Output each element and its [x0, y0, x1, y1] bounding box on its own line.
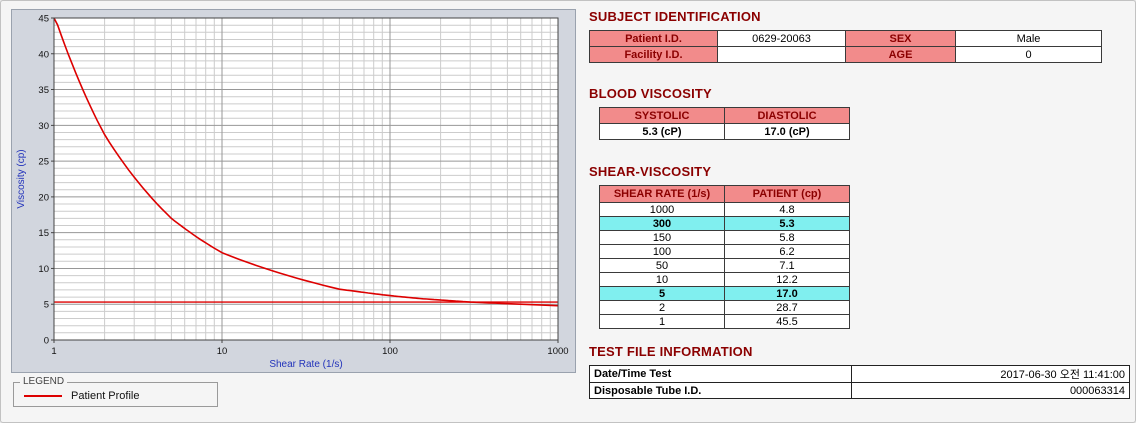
shear-rate-cell: 1000 — [599, 202, 725, 217]
shear-rate-cell: 150 — [599, 230, 725, 245]
x-tick-label: 1 — [51, 346, 56, 357]
shear-rate-cell: 10 — [599, 272, 725, 287]
patient-id-value: 0629-20063 — [717, 30, 846, 47]
patient-profile-curve — [53, 17, 559, 307]
legend-box: LEGEND Patient Profile — [13, 376, 218, 409]
y-tick-label: 35 — [38, 85, 49, 96]
plot-frame — [53, 17, 559, 341]
patient-cp-cell: 5.8 — [724, 230, 850, 245]
facility-id-value — [717, 46, 846, 63]
shear-rate-cell: 100 — [599, 244, 725, 259]
y-tick-label: 20 — [38, 192, 49, 203]
patient-cp-cell: 6.2 — [724, 244, 850, 259]
shear-viscosity-title: SHEAR-VISCOSITY — [589, 164, 712, 179]
patient-cp-cell: 5.3 — [724, 216, 850, 231]
date-time-test-label: Date/Time Test — [589, 365, 852, 383]
y-tick-label: 0 — [44, 336, 49, 347]
facility-id-label: Facility I.D. — [589, 46, 718, 63]
subject-identification-table: Patient I.D. 0629-20063 SEX Male Facilit… — [589, 30, 1102, 63]
y-tick-label: 25 — [38, 157, 49, 168]
table-row: 1000 4.8 — [599, 202, 850, 217]
x-axis-title: Shear Rate (1/s) — [269, 359, 342, 370]
shear-rate-cell: 5 — [599, 286, 725, 301]
date-time-test-value: 2017-06-30 오전 11:41:00 — [851, 365, 1130, 383]
patient-cp-cell: 17.0 — [724, 286, 850, 301]
patient-cp-cell: 12.2 — [724, 272, 850, 287]
patient-profile-line-swatch — [24, 395, 62, 397]
shear-rate-header: SHEAR RATE (1/s) — [599, 185, 725, 203]
patient-id-label: Patient I.D. — [589, 30, 718, 47]
table-row: Date/Time Test 2017-06-30 오전 11:41:00 — [589, 365, 1130, 383]
patient-cp-cell: 28.7 — [724, 300, 850, 315]
viscosity-chart: 0 5 10 15 20 25 30 35 40 45 1 10 100 1000 Viscosity (c… — [16, 14, 569, 371]
x-tick-label: 100 — [382, 346, 398, 357]
table-row: SYSTOLIC DIASTOLIC — [599, 107, 850, 124]
table-row: 150 5.8 — [599, 230, 850, 245]
patient-cp-cell: 4.8 — [724, 202, 850, 217]
viscosity-chart-widget: 0 5 10 15 20 25 30 35 40 45 1 10 100 1000 Viscosity (c… — [11, 9, 576, 373]
blood-viscosity-title: BLOOD VISCOSITY — [589, 86, 712, 101]
report-panel: SUBJECT IDENTIFICATION Patient I.D. 0629… — [589, 7, 1130, 399]
table-row: Patient I.D. 0629-20063 SEX Male — [589, 30, 1102, 47]
y-tick-label: 30 — [38, 121, 49, 132]
x-tick-label: 10 — [217, 346, 228, 357]
patient-cp-cell: 7.1 — [724, 258, 850, 273]
disposable-tube-id-label: Disposable Tube I.D. — [589, 382, 852, 399]
table-row: 1 45.5 — [599, 314, 850, 329]
systolic-header: SYSTOLIC — [599, 107, 725, 124]
shear-viscosity-table: SHEAR RATE (1/s) PATIENT (cp) 1000 4.8 30… — [599, 185, 850, 329]
y-axis-title: Viscosity (cp) — [16, 149, 27, 208]
x-tick-label: 1000 — [547, 346, 568, 357]
table-row: 2 28.7 — [599, 300, 850, 315]
test-file-information-table: Date/Time Test 2017-06-30 오전 11:41:00 Di… — [589, 365, 1130, 399]
legend-title: LEGEND — [20, 376, 68, 387]
diastolic-header: DIASTOLIC — [724, 107, 850, 124]
y-tick-label: 40 — [38, 49, 49, 60]
age-label: AGE — [845, 46, 956, 63]
table-row: 100 6.2 — [599, 244, 850, 259]
age-value: 0 — [955, 46, 1102, 63]
table-row: SHEAR RATE (1/s) PATIENT (cp) — [599, 185, 850, 203]
shear-rate-cell: 1 — [599, 314, 725, 329]
test-file-information-title: TEST FILE INFORMATION — [589, 344, 753, 359]
patient-cp-header: PATIENT (cp) — [724, 185, 850, 203]
sex-value: Male — [955, 30, 1102, 47]
table-row: 5 17.0 — [599, 286, 850, 301]
diastolic-value: 17.0 (cP) — [724, 123, 850, 140]
table-row: 10 12.2 — [599, 272, 850, 287]
blood-viscosity-table: SYSTOLIC DIASTOLIC 5.3 (cP) 17.0 (cP) — [599, 107, 850, 140]
table-row: Facility I.D. AGE 0 — [589, 46, 1102, 63]
table-row: Disposable Tube I.D. 000063314 — [589, 382, 1130, 399]
plot-area — [54, 18, 558, 340]
y-tick-label: 45 — [38, 14, 49, 25]
shear-rate-cell: 50 — [599, 258, 725, 273]
table-row: 5.3 (cP) 17.0 (cP) — [599, 123, 850, 140]
subject-identification-title: SUBJECT IDENTIFICATION — [589, 9, 761, 24]
y-tick-label: 5 — [44, 300, 49, 311]
disposable-tube-id-value: 000063314 — [851, 382, 1130, 399]
y-tick-label: 15 — [38, 228, 49, 239]
legend-item: Patient Profile — [14, 383, 217, 409]
shear-rate-cell: 2 — [599, 300, 725, 315]
legend-series-label: Patient Profile — [71, 390, 140, 402]
shear-rate-cell: 300 — [599, 216, 725, 231]
sex-label: SEX — [845, 30, 956, 47]
table-row: 50 7.1 — [599, 258, 850, 273]
table-row: 300 5.3 — [599, 216, 850, 231]
y-tick-label: 10 — [38, 264, 49, 275]
systolic-value: 5.3 (cP) — [599, 123, 725, 140]
patient-cp-cell: 45.5 — [724, 314, 850, 329]
